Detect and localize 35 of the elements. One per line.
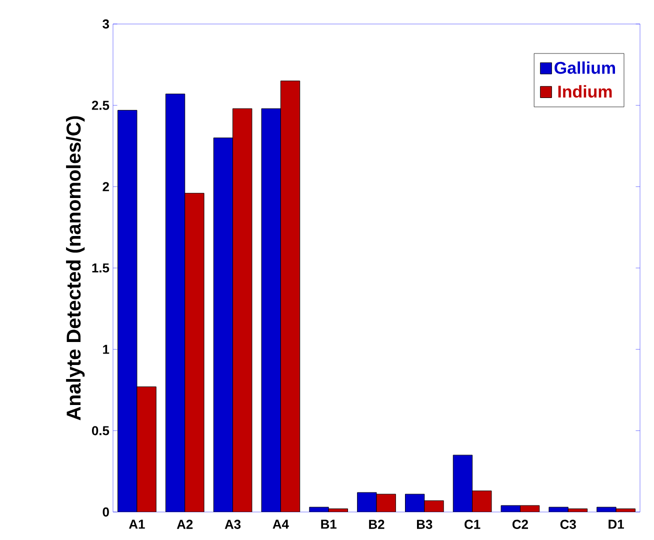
legend-label: Gallium xyxy=(554,61,615,74)
bar xyxy=(214,138,233,512)
x-tick-label: B1 xyxy=(321,520,337,529)
y-tick-label: 2 xyxy=(102,182,109,192)
x-tick-label: B2 xyxy=(369,520,384,529)
bar xyxy=(472,490,492,512)
bar xyxy=(424,500,444,512)
bar xyxy=(453,455,472,512)
bar xyxy=(357,492,377,512)
bar xyxy=(166,94,185,512)
x-tick-label: B3 xyxy=(416,520,432,529)
x-tick-label: C2 xyxy=(512,520,528,529)
y-tick-label: 1 xyxy=(103,344,110,354)
bar xyxy=(118,110,137,512)
legend-label: Indium xyxy=(558,85,612,98)
bar xyxy=(184,193,204,512)
y-tick-label: 3 xyxy=(102,19,110,29)
x-tick-label: A4 xyxy=(272,520,289,529)
y-tick-label: 0.5 xyxy=(92,426,110,436)
y-tick-label: 2.5 xyxy=(92,100,110,110)
bar xyxy=(232,108,252,512)
y-tick-label: 1.5 xyxy=(92,263,110,273)
bar xyxy=(376,494,396,512)
x-tick-label: A1 xyxy=(129,520,145,529)
bar xyxy=(136,386,156,512)
x-tick-label: D1 xyxy=(608,520,624,529)
x-tick-label: C1 xyxy=(464,520,480,529)
y-tick-label: 0 xyxy=(102,507,109,517)
x-tick-label: A3 xyxy=(224,520,241,529)
x-tick-label: C3 xyxy=(560,520,576,529)
bar xyxy=(262,108,281,512)
x-tick-label: A2 xyxy=(176,520,193,529)
bar xyxy=(280,80,300,512)
y-axis-title: Analyte Detected (nanomoles/C) xyxy=(66,116,85,420)
bar xyxy=(405,494,424,512)
